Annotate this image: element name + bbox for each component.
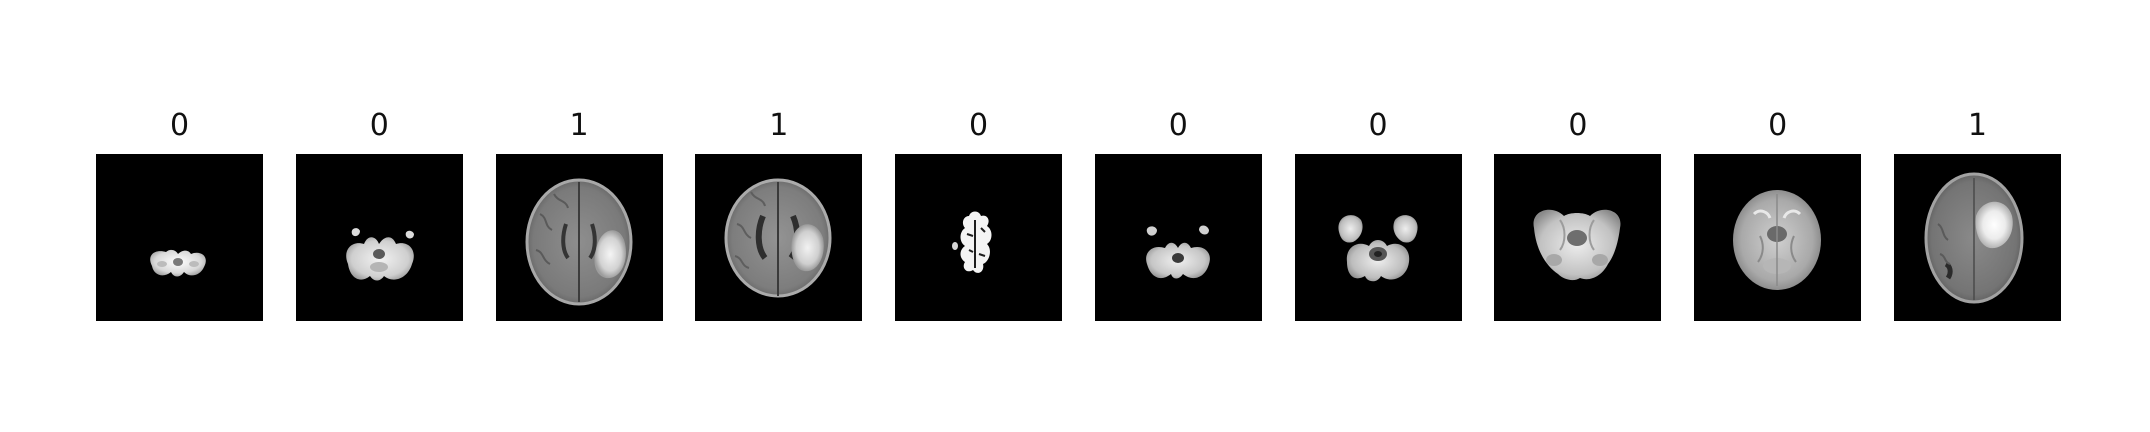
panel: 0 bbox=[1294, 104, 1462, 324]
panel: 0 bbox=[1694, 104, 1862, 324]
panel: 1 bbox=[1893, 104, 2061, 324]
panel-label: 0 bbox=[1368, 108, 1388, 143]
panel-label: 1 bbox=[569, 108, 589, 143]
mri-scan-image bbox=[1494, 154, 1662, 321]
mri-scan-image bbox=[1694, 154, 1862, 321]
panel: 0 bbox=[96, 104, 263, 324]
panel-label: 1 bbox=[1967, 108, 1987, 143]
mri-scan-image bbox=[695, 154, 863, 321]
image-grid: 0 0 bbox=[96, 104, 2061, 324]
panel-label: 0 bbox=[169, 108, 190, 143]
panel: 0 bbox=[1494, 104, 1662, 324]
panel: 1 bbox=[695, 104, 863, 324]
mri-scan-image bbox=[1893, 154, 2061, 321]
panel: 0 bbox=[895, 104, 1063, 324]
mri-scan-image bbox=[1094, 154, 1262, 321]
panel-label: 0 bbox=[369, 108, 389, 143]
mri-scan-image bbox=[495, 154, 663, 321]
panel-label: 0 bbox=[1768, 108, 1788, 143]
panel-label: 0 bbox=[1568, 108, 1588, 143]
panel-label: 1 bbox=[769, 108, 789, 143]
mri-scan-image bbox=[1294, 154, 1462, 321]
panel: 1 bbox=[495, 104, 663, 324]
panel-label: 0 bbox=[969, 108, 989, 143]
mri-scan-image bbox=[295, 154, 463, 321]
mri-scan-image bbox=[96, 154, 263, 321]
panel-label: 0 bbox=[1168, 108, 1188, 143]
panel: 0 bbox=[1094, 104, 1262, 324]
panel: 0 bbox=[295, 104, 463, 324]
mri-scan-image bbox=[895, 154, 1063, 321]
